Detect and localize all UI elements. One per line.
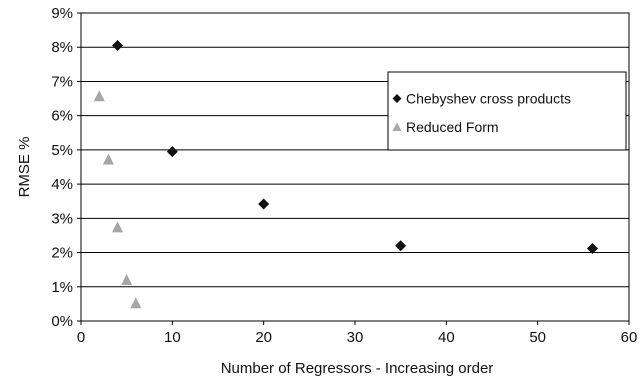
y-tick-label: 2% <box>51 245 73 262</box>
x-tick-label: 40 <box>438 329 455 346</box>
data-point-chebyshev <box>112 40 124 52</box>
y-tick-label: 5% <box>51 142 73 159</box>
x-tick-label: 60 <box>621 329 638 346</box>
data-markers <box>93 40 598 309</box>
x-axis-title: Number of Regressors - Increasing order <box>221 360 494 377</box>
x-tick-label: 10 <box>164 329 181 346</box>
legend-label-reduced-form: Reduced Form <box>406 119 499 135</box>
legend-label-chebyshev: Chebyshev cross products <box>406 91 571 107</box>
y-tick-label: 9% <box>51 5 73 22</box>
data-point-reduced-form <box>112 221 124 233</box>
data-point-chebyshev <box>395 240 407 252</box>
legend: Chebyshev cross products Reduced Form <box>387 71 627 151</box>
data-point-chebyshev <box>166 146 178 158</box>
y-tick-label: 7% <box>51 73 73 90</box>
x-tick-label: 20 <box>255 329 272 346</box>
data-point-reduced-form <box>102 153 114 165</box>
legend-box <box>387 71 627 151</box>
y-tick-label: 4% <box>51 176 73 193</box>
data-point-chebyshev <box>258 198 270 210</box>
plot-area-frame <box>80 12 630 322</box>
y-tick-label: 1% <box>51 279 73 296</box>
data-point-reduced-form <box>93 90 105 102</box>
y-tick-label: 3% <box>51 210 73 227</box>
x-tick-label: 0 <box>77 329 85 346</box>
y-tick-label: 8% <box>51 39 73 56</box>
y-tick-label: 0% <box>51 313 73 330</box>
legend-marker-chebyshev <box>392 94 402 103</box>
x-tick-label: 50 <box>529 329 546 346</box>
data-point-reduced-form <box>130 297 142 309</box>
legend-marker-reduced-form <box>392 122 402 131</box>
y-tick-label: 6% <box>51 108 73 125</box>
x-tick-label: 30 <box>347 329 364 346</box>
data-point-chebyshev <box>586 242 598 254</box>
data-point-reduced-form <box>121 274 133 286</box>
x-tick-labels: 0 10 20 30 40 50 60 <box>77 321 638 346</box>
y-axis-title: RMSE % <box>16 137 33 198</box>
y-tick-labels: 0% 1% 2% 3% 4% 5% 6% 7% 8% 9% <box>51 5 81 330</box>
